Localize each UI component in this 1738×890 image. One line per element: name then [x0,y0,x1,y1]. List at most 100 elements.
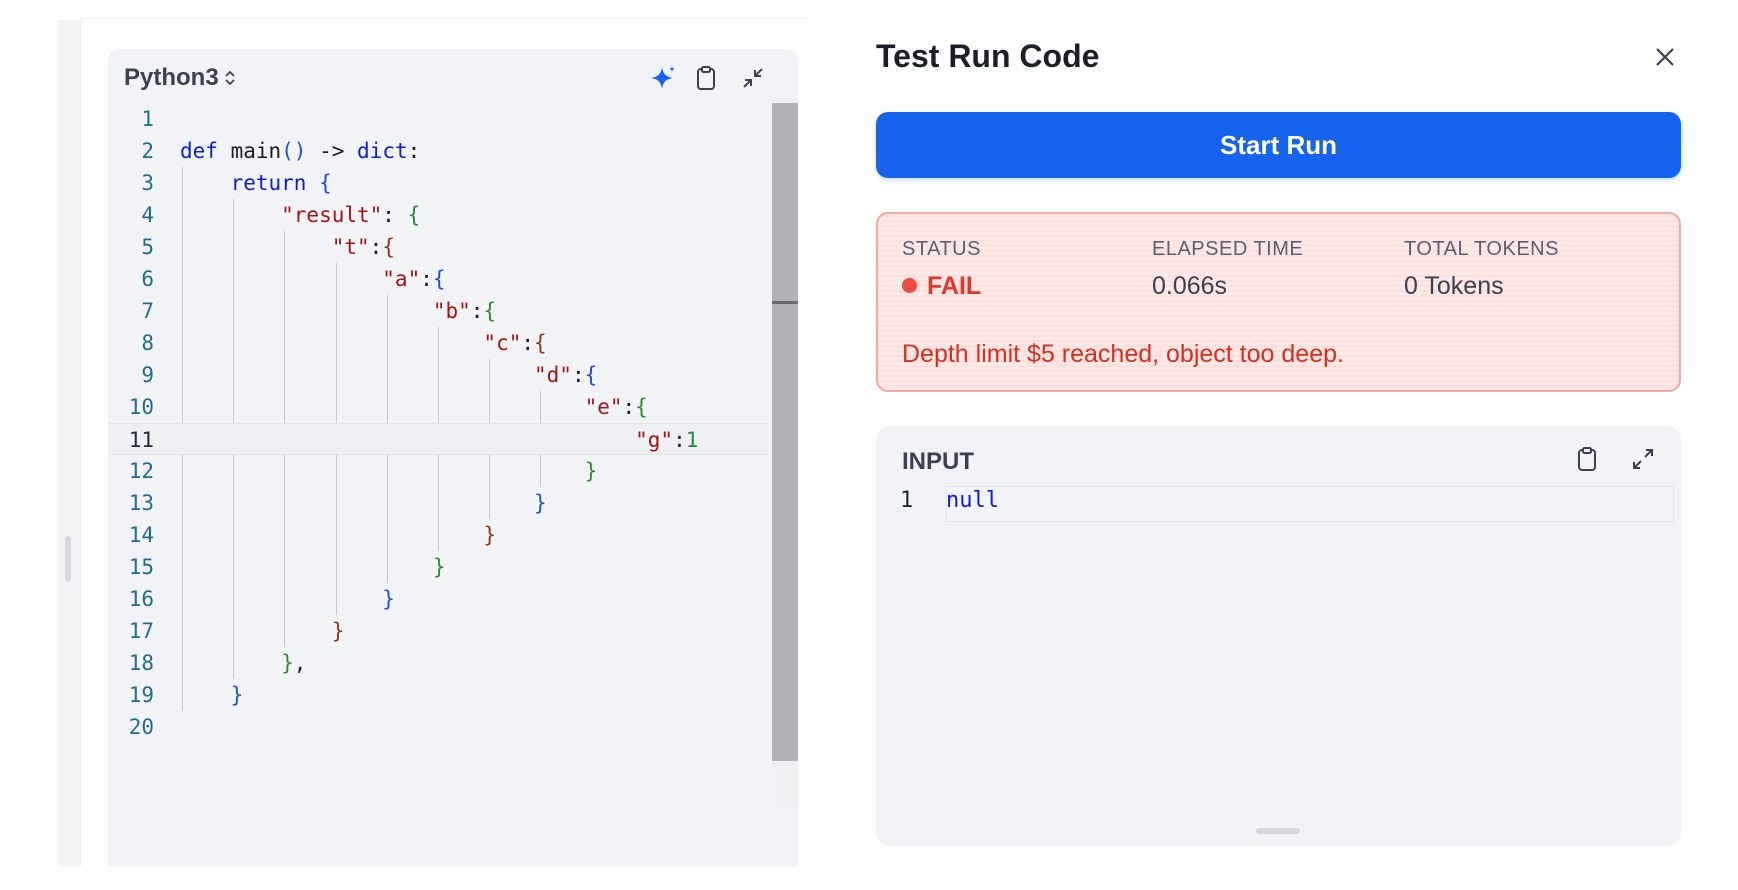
code-line[interactable]: 3 return { [108,167,768,199]
input-line-number: 1 [900,488,914,513]
line-code: def main() -> dict: [180,135,420,167]
code-token: : [420,267,433,291]
code-line[interactable]: 10 "e":{ [108,391,768,423]
code-line[interactable]: 17 } [108,615,768,647]
panel-resize-handle[interactable] [65,536,71,582]
elapsed-time-label: ELAPSED TIME [1152,238,1304,260]
code-line[interactable]: 11 "g":1 [108,423,768,455]
code-line[interactable]: 15 } [108,551,768,583]
code-token: "e" [180,395,623,419]
line-code: } [180,551,446,583]
code-token [306,171,319,195]
code-line[interactable]: 7 "b":{ [108,295,768,327]
status-badge: FAIL [902,272,981,301]
code-token: : [521,331,535,355]
sparkle-icon[interactable] [649,63,679,93]
editor-header: Python3 [108,49,798,103]
chevron-updown-icon [225,70,235,86]
code-token: "g" [180,428,674,452]
line-number: 8 [141,331,154,355]
input-resize-handle[interactable] [1256,828,1300,834]
code-line[interactable]: 2 def main() -> dict: [108,135,768,167]
code-token: } [180,683,244,707]
code-token: } [180,587,395,611]
close-icon [1656,48,1674,66]
code-line[interactable]: 8 "c":{ [108,327,768,359]
status-dot-icon [902,278,917,293]
line-number: 20 [128,715,154,739]
total-tokens-value: 0 Tokens [1404,272,1504,300]
line-number: 9 [141,363,154,387]
run-result-card: STATUS FAIL ELAPSED TIME 0.066s TOTAL TO… [876,212,1681,392]
code-token: "c" [180,331,522,355]
total-tokens-label: TOTAL TOKENS [1404,238,1559,260]
scrollbar-thumb[interactable] [772,103,798,761]
input-panel: INPUT 1 null [876,426,1681,846]
clipboard-icon[interactable] [1572,444,1602,474]
line-code: } [180,519,496,551]
code-token: "result" [180,203,383,227]
line-number: 10 [128,395,154,419]
code-token: : [622,395,636,419]
code-token: return [180,171,307,195]
code-token: "b" [180,299,471,323]
code-token: main [217,139,282,163]
code-line[interactable]: 1 [108,103,768,135]
code-line[interactable]: 18 }, [108,647,768,679]
code-token: : [470,299,484,323]
clipboard-icon[interactable] [691,63,721,93]
code-token: , [293,651,307,675]
line-code: }, [180,647,306,679]
code-token: : [571,363,585,387]
code-token: } [180,651,294,675]
code-line[interactable]: 9 "d":{ [108,359,768,391]
collapse-icon[interactable] [738,63,768,93]
code-line[interactable]: 13 } [108,487,768,519]
code-line[interactable]: 20 [108,711,768,743]
code-line[interactable]: 4 "result": { [108,199,768,231]
code-line[interactable]: 12 } [108,455,768,487]
code-line[interactable]: 6 "a":{ [108,263,768,295]
line-code: } [180,455,598,487]
code-token: : [369,235,383,259]
code-line[interactable]: 5 "t":{ [108,231,768,263]
line-code: "a":{ [180,263,446,295]
sidebar-gutter [58,20,81,866]
code-token: : [407,139,421,163]
code-line[interactable]: 14 } [108,519,768,551]
code-token: () [281,139,307,163]
code-line[interactable]: 19 } [108,679,768,711]
language-select[interactable]: Python3 [124,64,237,92]
code-line[interactable]: 16 } [108,583,768,615]
line-number: 18 [128,651,154,675]
line-code: "t":{ [180,231,395,263]
elapsed-time-value: 0.066s [1152,272,1228,300]
input-code[interactable]: null [946,488,999,513]
line-number: 13 [128,491,154,515]
input-title: INPUT [902,448,974,475]
error-message: Depth limit $5 reached, object too deep. [902,340,1344,368]
code-token: { [319,171,332,195]
line-number: 3 [141,171,154,195]
code-editor: Python3 1 2 def main() [108,49,798,866]
code-token: { [382,235,395,259]
line-number: 2 [141,139,154,163]
line-code: "e":{ [180,391,648,423]
code-token: 1 [685,428,699,452]
input-active-line [946,486,1674,522]
code-token: } [180,491,547,515]
line-number: 5 [141,235,154,259]
code-area[interactable]: 1 2 def main() -> dict: 3 return {4 "result… [108,103,798,866]
close-button[interactable] [1650,42,1680,72]
line-code: "b":{ [180,295,496,327]
line-code: } [180,615,345,647]
line-number: 15 [128,555,154,579]
code-token: } [180,555,446,579]
code-token: { [407,203,421,227]
code-token: "t" [180,235,370,259]
code-token: { [432,267,446,291]
code-token: def [180,139,218,163]
start-run-button[interactable]: Start Run [876,112,1681,178]
expand-icon[interactable] [1628,444,1658,474]
code-token: "d" [180,363,572,387]
